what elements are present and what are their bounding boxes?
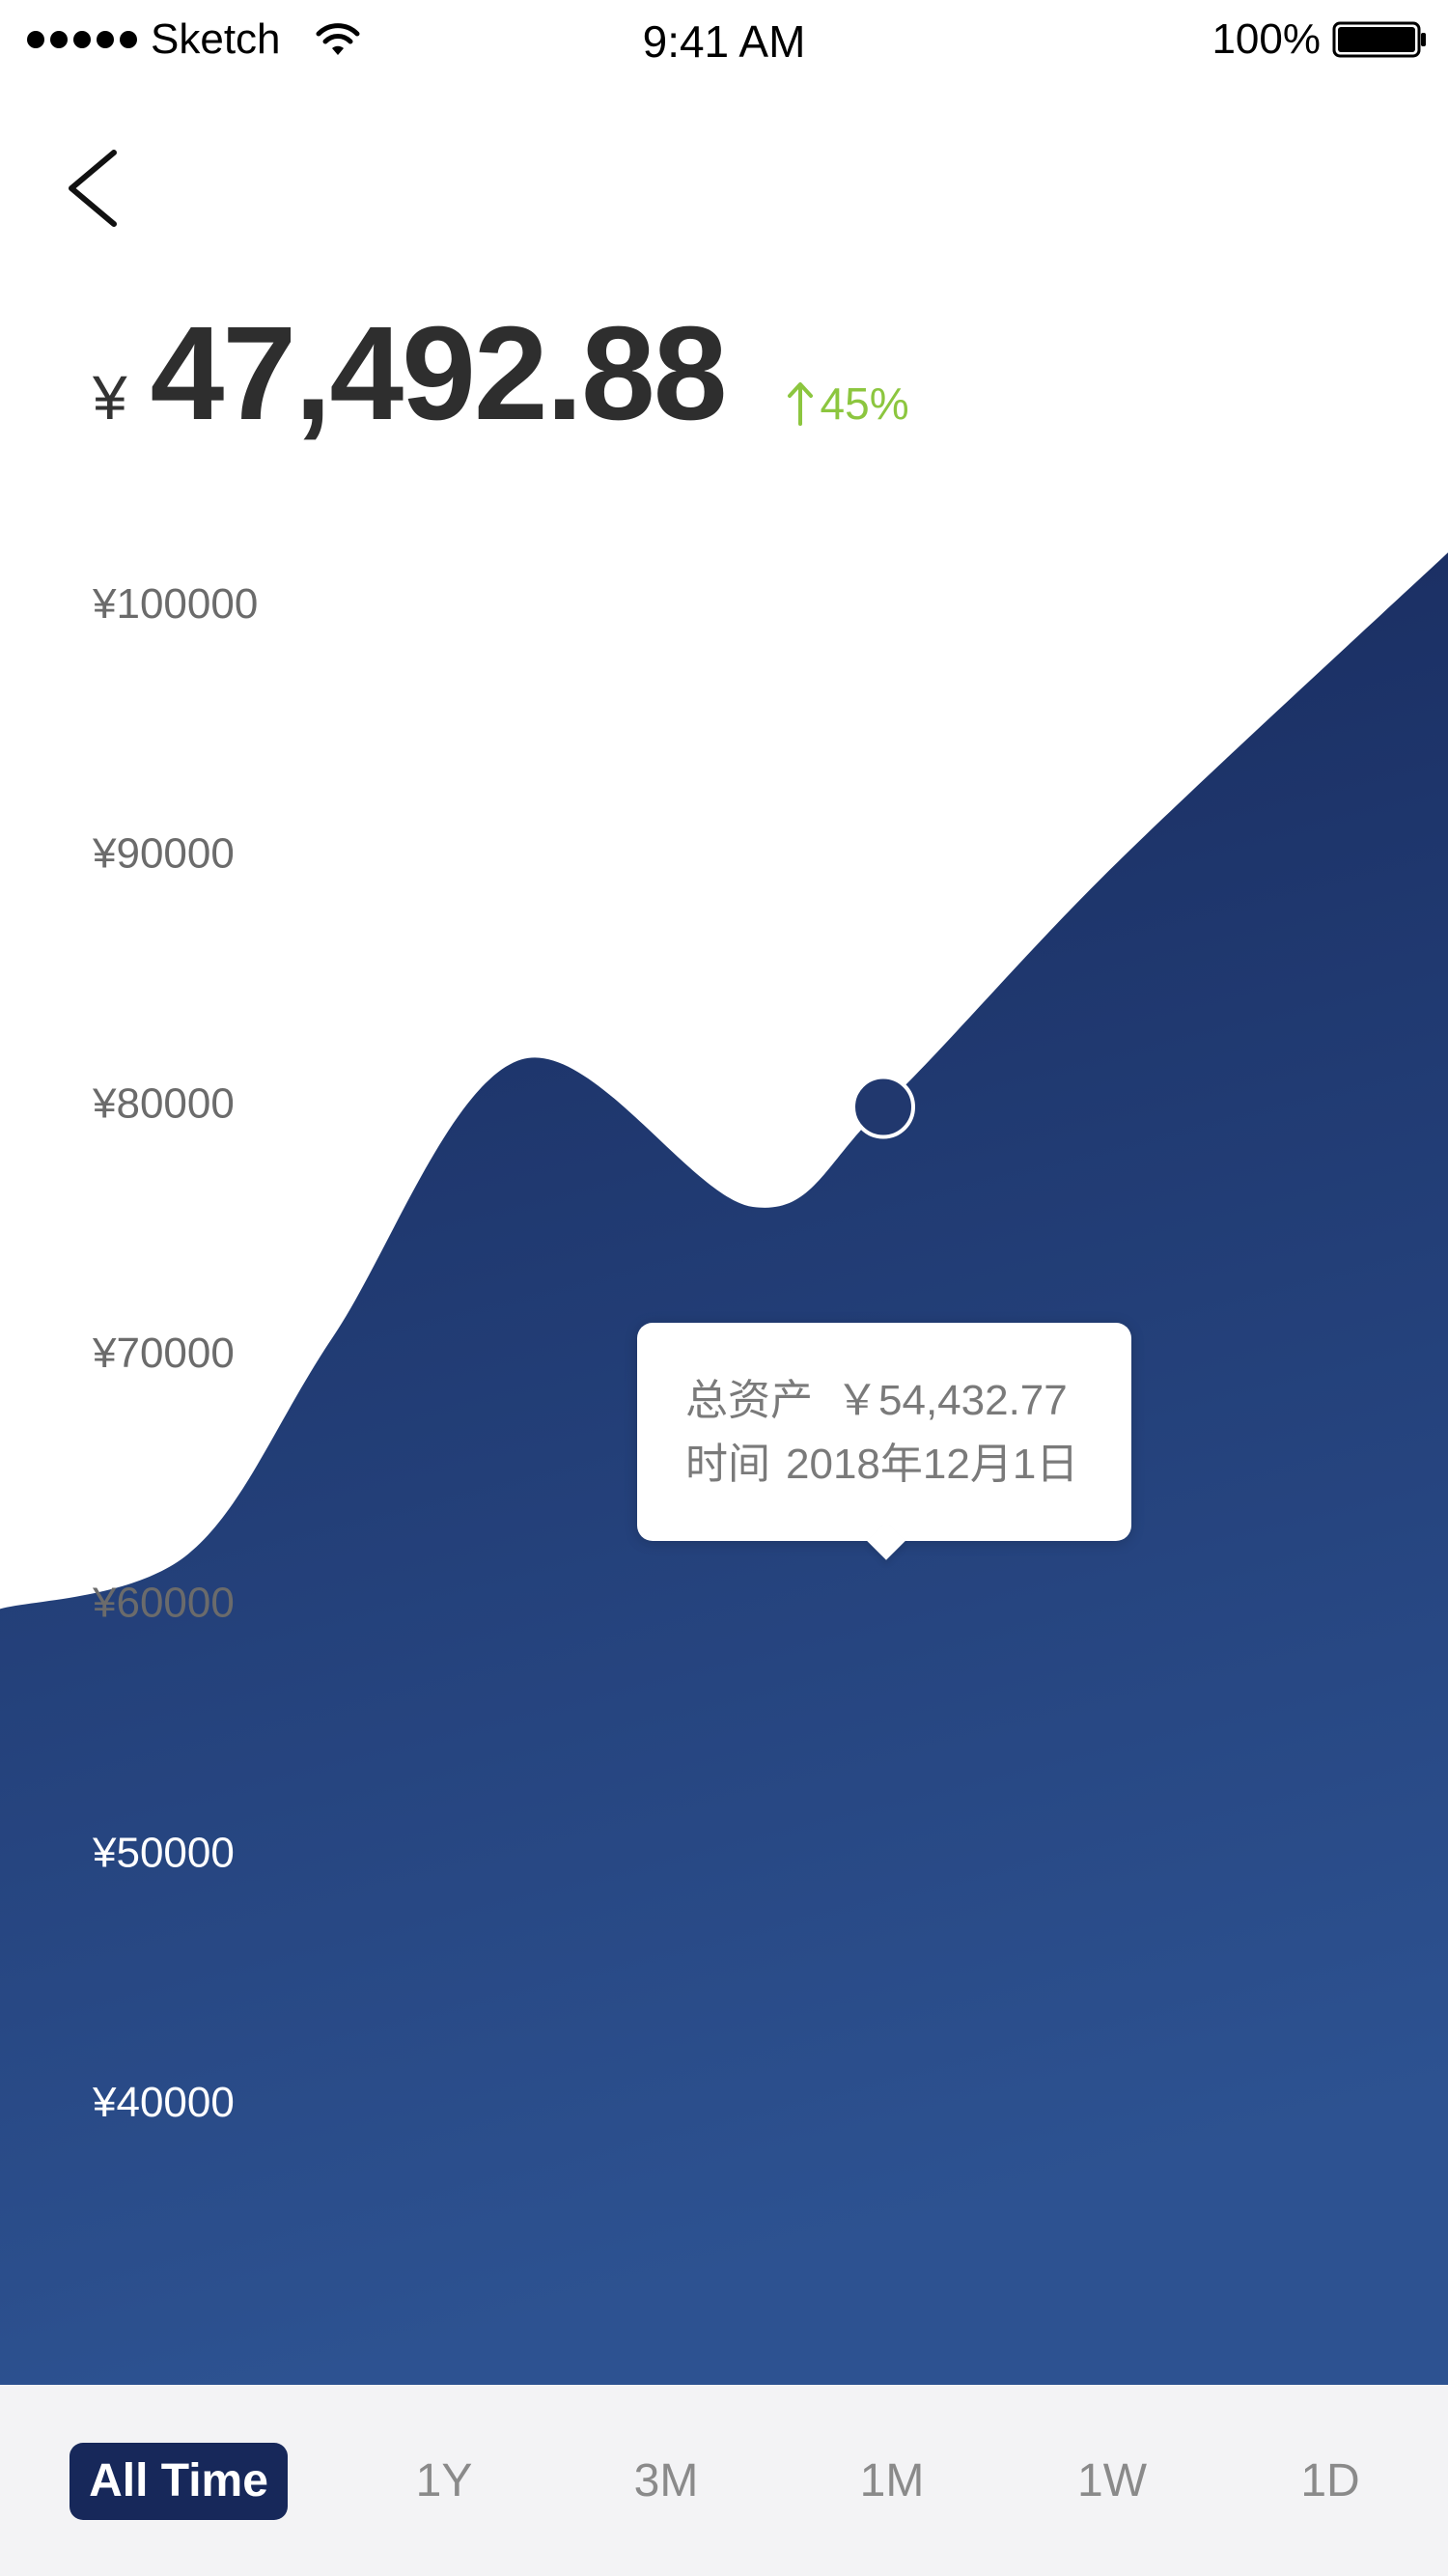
signal-strength-icon: [27, 31, 137, 48]
total-value: 47,492.88: [150, 299, 728, 448]
battery-icon: [1332, 21, 1426, 58]
tooltip-time-value: 2018年12月1日: [786, 1441, 1079, 1488]
y-tick-label: ¥100000: [92, 580, 258, 628]
range-tab-1d[interactable]: 1D: [1300, 2455, 1360, 2506]
wifi-icon: [316, 23, 360, 55]
range-tab-1m[interactable]: 1M: [859, 2455, 925, 2506]
arrow-up-icon: [787, 382, 813, 426]
tooltip-asset-row: 总资产 ￥54,432.77: [685, 1369, 1131, 1433]
time-range-bar: All Time 1Y 3M 1M 1W 1D: [0, 2385, 1448, 2576]
back-chevron-icon[interactable]: [58, 145, 125, 232]
change-percentage: 45%: [820, 378, 909, 429]
tooltip-time-row: 时间 2018年12月1日: [685, 1433, 1131, 1497]
range-tab-3m[interactable]: 3M: [633, 2455, 699, 2506]
range-tab-1y[interactable]: 1Y: [415, 2455, 473, 2506]
battery-percentage: 100%: [1211, 15, 1321, 63]
status-left: Sketch: [27, 15, 362, 64]
change-indicator: 45%: [786, 378, 909, 430]
status-right: 100%: [1211, 15, 1429, 64]
y-tick-label: ¥50000: [92, 1829, 235, 1876]
y-tick-label: ¥70000: [92, 1330, 235, 1377]
tooltip-asset-label: 总资产: [685, 1377, 813, 1424]
y-tick-label: ¥60000: [92, 1580, 235, 1627]
tooltip-time-label: 时间: [685, 1441, 770, 1488]
y-tick-label: ¥80000: [92, 1079, 235, 1127]
range-tab-all-time[interactable]: All Time: [70, 2443, 288, 2520]
status-bar: Sketch 9:41 AM 100%: [0, 0, 1448, 83]
highlighted-data-point[interactable]: [851, 1075, 915, 1139]
carrier-name: Sketch: [151, 15, 281, 63]
range-tab-1w[interactable]: 1W: [1077, 2455, 1147, 2506]
y-tick-label: ¥40000: [92, 2079, 235, 2126]
currency-symbol: ¥: [93, 363, 127, 433]
total-assets-header: ¥ 47,492.88 45%: [93, 297, 909, 452]
data-tooltip: 总资产 ￥54,432.77 时间 2018年12月1日: [637, 1323, 1131, 1541]
y-tick-label: ¥90000: [92, 830, 235, 878]
tooltip-asset-value: ￥54,432.77: [836, 1377, 1068, 1424]
asset-chart: ¥100000 ¥90000 ¥80000 ¥70000 ¥60000 ¥50000 ¥40…: [0, 541, 1448, 2385]
status-time: 9:41 AM: [642, 16, 806, 67]
